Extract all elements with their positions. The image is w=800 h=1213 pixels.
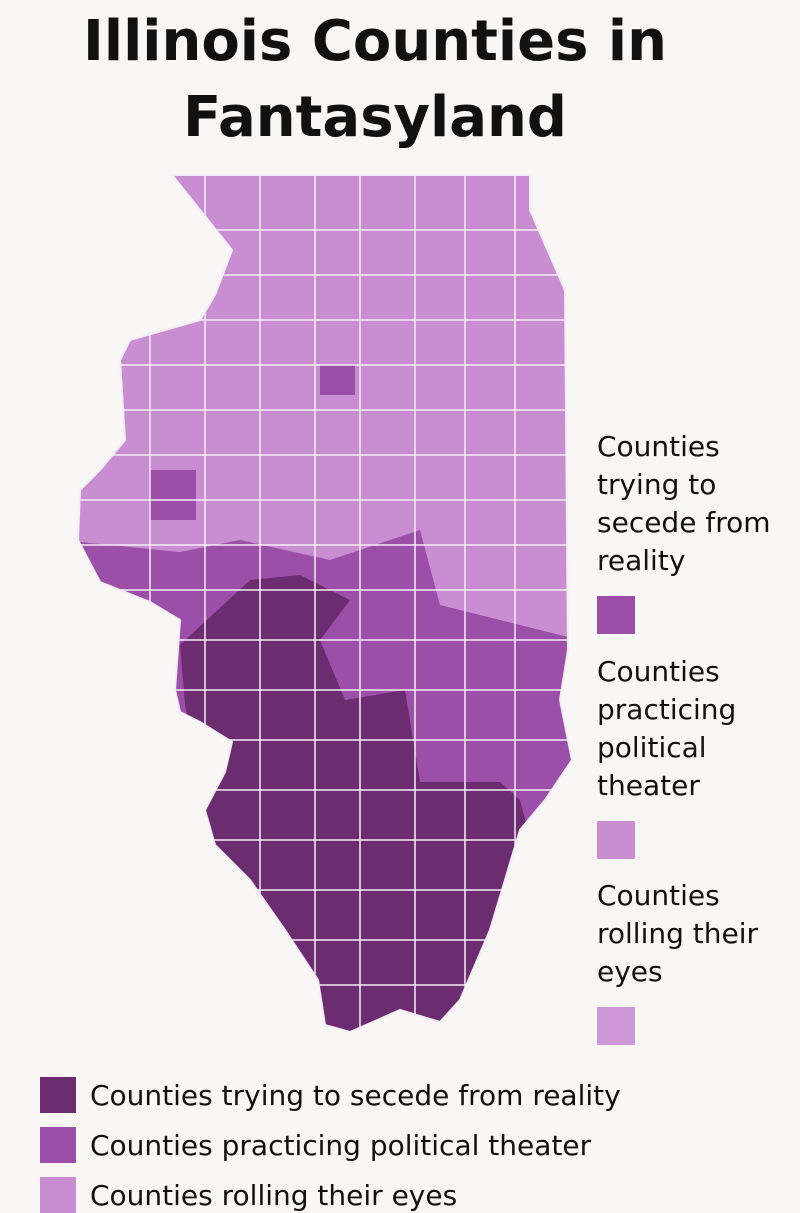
side-legend-label: Counties practicing political theater: [597, 655, 737, 802]
bottom-legend-item: Counties rolling their eyes: [40, 1177, 457, 1213]
side-legend-swatch: [597, 1007, 635, 1045]
county: [150, 470, 196, 520]
bottom-legend-swatch: [40, 1177, 76, 1213]
county: [320, 365, 355, 395]
bottom-legend-item: Counties trying to secede from reality: [40, 1077, 621, 1113]
side-legend-item: Counties practicing political theater: [597, 653, 787, 859]
side-legend-item: Counties rolling their eyes: [597, 877, 787, 1045]
bottom-legend-swatch: [40, 1127, 76, 1163]
bottom-legend-swatch: [40, 1077, 76, 1113]
side-legend-label: Counties rolling their eyes: [597, 879, 759, 988]
illinois-map: [78, 175, 572, 1032]
bottom-legend-label: Counties rolling their eyes: [90, 1178, 458, 1212]
side-legend-swatch: [597, 821, 635, 859]
side-legend-item: Counties trying to secede from reality: [597, 428, 787, 634]
bottom-legend-item: Counties practicing political theater: [40, 1127, 591, 1163]
side-legend-swatch: [597, 596, 635, 634]
bottom-legend-label: Counties practicing political theater: [90, 1128, 592, 1162]
title: Illinois Counties in Fantasyland: [83, 9, 667, 150]
side-legend-label: Counties trying to secede from reality: [597, 430, 771, 577]
bottom-legend-label: Counties trying to secede from reality: [90, 1078, 621, 1112]
